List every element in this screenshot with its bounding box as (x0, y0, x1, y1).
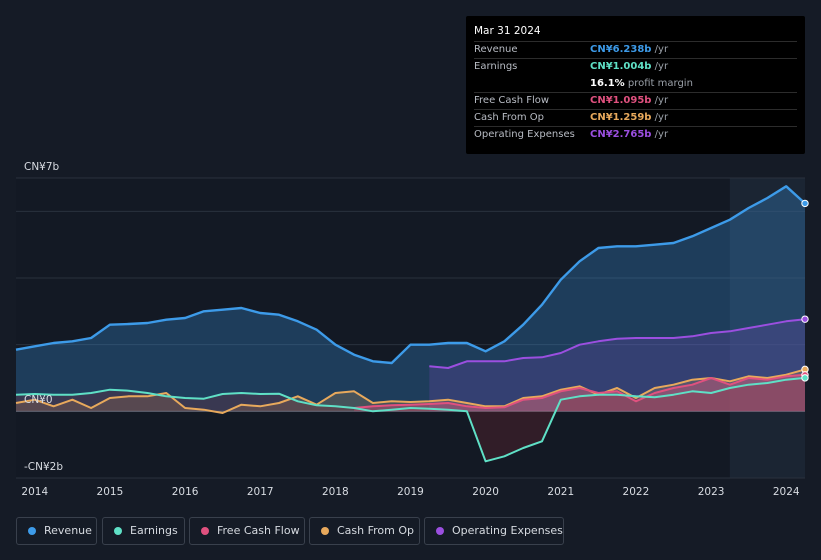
x-tick-label: 2023 (698, 486, 725, 498)
x-tick-label: 2020 (472, 486, 499, 498)
cash-from-op-area (16, 369, 805, 413)
legend-dot-icon (201, 527, 209, 535)
operating-expenses-end-marker (801, 315, 809, 323)
tooltip-row-revenue: Revenue CN¥6.238b /yr (474, 41, 797, 59)
tooltip-date: Mar 31 2024 (474, 25, 541, 37)
tooltip-row-cash-from-op: Cash From Op CN¥1.259b /yr (474, 109, 797, 127)
tooltip-value: CN¥2.765b /yr (590, 129, 669, 140)
x-tick-label: 2024 (773, 486, 800, 498)
y-tick-label-top: CN¥7b (24, 161, 60, 173)
earnings-area (16, 377, 805, 462)
x-tick-label: 2022 (623, 486, 650, 498)
x-tick-label: 2018 (322, 486, 349, 498)
tooltip-label: Operating Expenses (474, 129, 575, 140)
operating-expenses-area (429, 319, 805, 412)
x-tick-label: 2021 (547, 486, 574, 498)
earnings-end-marker (801, 374, 809, 382)
tooltip-label: Earnings (474, 61, 518, 72)
financial-chart: CN¥7b CN¥0 -CN¥2b 2014 2015 2016 2017 2018 20… (15, 161, 809, 498)
tooltip-value: CN¥1.095b /yr (590, 95, 669, 106)
tooltip-value: CN¥1.004b /yr (590, 61, 669, 72)
legend-label: Operating Expenses (452, 524, 563, 537)
x-tick-label: 2015 (97, 486, 124, 498)
y-tick-label-bottom: -CN¥2b (24, 461, 63, 473)
series-end-markers (801, 199, 809, 382)
free-cash-flow-area (354, 374, 805, 412)
forecast-shade (729, 178, 805, 478)
legend-label: Earnings (130, 524, 178, 537)
tooltip-label: Cash From Op (474, 112, 545, 123)
x-tick-label: 2016 (172, 486, 199, 498)
plot-background (16, 178, 805, 478)
axis-labels: CN¥7b CN¥0 -CN¥2b 2014 2015 2016 2017 2018 20… (21, 161, 799, 498)
tooltip-row-operating-expenses: Operating Expenses CN¥2.765b /yr (474, 126, 797, 144)
x-tick-label: 2017 (247, 486, 274, 498)
tooltip-value: CN¥6.238b /yr (590, 44, 669, 55)
legend-dot-icon (114, 527, 122, 535)
tooltip-value: 16.1% profit margin (590, 78, 693, 89)
tooltip-label: Revenue (474, 44, 518, 55)
tooltip-row-earnings: Earnings CN¥1.004b /yr (474, 58, 797, 76)
revenue-end-marker (801, 199, 809, 208)
y-tick-label-zero: CN¥0 (24, 394, 53, 406)
operating-expenses-line (429, 318, 806, 369)
series-fills (16, 186, 805, 462)
legend-item-earnings[interactable]: Earnings (102, 517, 185, 545)
tooltip-label: Free Cash Flow (474, 95, 550, 106)
legend-item-free-cash-flow[interactable]: Free Cash Flow (189, 517, 305, 545)
legend-dot-icon (28, 527, 36, 535)
legend-dot-icon (321, 527, 329, 535)
legend-label: Cash From Op (337, 524, 415, 537)
legend-dot-icon (436, 527, 444, 535)
tooltip-row-margin: 16.1% profit margin (474, 75, 797, 93)
free-cash-flow-line (354, 373, 806, 409)
tooltip-panel: Mar 31 2024 Revenue CN¥6.238b /yr Earnin… (466, 16, 805, 154)
cash-from-op-line (15, 368, 806, 414)
series-lines (15, 185, 806, 463)
gridlines (16, 177, 805, 479)
revenue-line (15, 185, 806, 365)
tooltip-row-free-cash-flow: Free Cash Flow CN¥1.095b /yr (474, 92, 797, 110)
earnings-line (15, 376, 806, 463)
plot-area (16, 178, 805, 478)
x-tick-label: 2019 (397, 486, 424, 498)
legend-item-revenue[interactable]: Revenue (16, 517, 97, 545)
legend-label: Free Cash Flow (217, 524, 300, 537)
x-tick-label: 2014 (21, 486, 48, 498)
revenue-area (16, 186, 805, 412)
legend-label: Revenue (44, 524, 92, 537)
legend-item-cash-from-op[interactable]: Cash From Op (309, 517, 420, 545)
tooltip-value: CN¥1.259b /yr (590, 112, 669, 123)
legend-item-operating-expenses[interactable]: Operating Expenses (424, 517, 564, 545)
